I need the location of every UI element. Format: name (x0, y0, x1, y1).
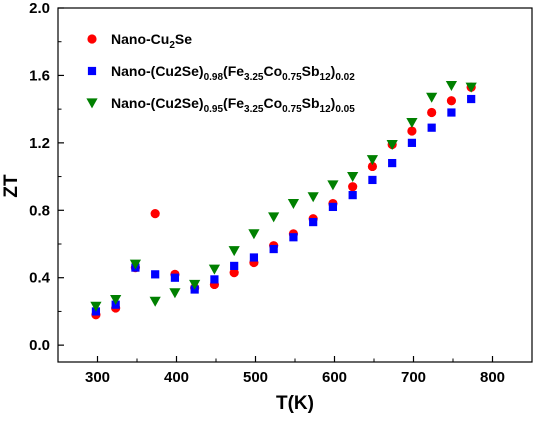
data-point-series-1 (446, 96, 457, 106)
data-point-series-2 (467, 94, 476, 104)
legend-text: Nano-Cu (111, 31, 169, 47)
data-point-series-1 (150, 209, 160, 219)
legend: Nano-Cu2SeNano-(Cu2Se)0.98(Fe3.25Co0.75S… (86, 31, 355, 115)
data-point-series-3 (426, 92, 438, 103)
data-point-series-3 (366, 155, 379, 166)
data-point-series-3 (228, 246, 240, 257)
data-point-series-3 (307, 192, 319, 203)
legend-subscript: 3.25 (244, 72, 264, 83)
data-point-series-2 (348, 191, 357, 200)
x-tick-label: 800 (480, 369, 505, 386)
data-point-series-2 (170, 273, 180, 282)
legend-text: Nano-(Cu2Se) (111, 95, 204, 111)
legend-text: Se (175, 31, 192, 47)
legend-label-series-3: Nano-(Cu2Se)0.95(Fe3.25Co0.75Sb12)0.05 (111, 95, 355, 115)
data-point-series-3 (110, 295, 122, 306)
legend-text: (Fe (223, 95, 244, 111)
data-point-series-3 (347, 171, 359, 182)
legend-label-series-1: Nano-Cu2Se (111, 31, 192, 51)
x-tick-label: 700 (401, 369, 426, 386)
legend-subscript: 0.75 (282, 104, 302, 115)
data-point-series-2 (230, 261, 239, 271)
data-points (90, 80, 477, 320)
y-tick-label: 2.0 (29, 0, 50, 17)
legend-text: Co (264, 63, 283, 79)
data-point-series-3 (189, 279, 201, 290)
x-tick-label: 400 (164, 369, 189, 386)
legend-text: ) (331, 63, 336, 79)
y-axis-title: ZT (1, 174, 22, 198)
x-axis-title: T(K) (276, 393, 314, 414)
y-axis-tick-labels: 0.0 0.4 0.8 1.2 1.6 2.0 (29, 0, 51, 354)
data-point-series-2 (210, 275, 219, 284)
legend-marker-series-1 (87, 34, 97, 44)
legend-text: Sb (302, 63, 320, 79)
data-point-series-3 (90, 301, 102, 312)
y-tick-label: 1.2 (29, 135, 50, 152)
legend-subscript: 3.25 (244, 104, 264, 115)
data-point-series-1 (407, 126, 417, 136)
data-point-series-1 (229, 268, 239, 278)
legend-subscript: 0.98 (204, 72, 224, 83)
data-point-series-2 (309, 217, 318, 227)
legend-text: ) (331, 95, 336, 111)
data-point-series-1 (367, 161, 378, 172)
data-point-series-3 (169, 288, 181, 299)
x-tick-label: 300 (85, 369, 110, 386)
legend-subscript: 12 (320, 104, 332, 115)
data-point-series-3 (445, 80, 458, 91)
x-axis-tick-labels: 300 400 500 600 700 800 (85, 369, 505, 386)
legend-text: Co (264, 95, 283, 111)
data-point-series-2 (368, 175, 377, 185)
legend-subscript: 0.05 (335, 104, 355, 115)
data-point-series-3 (386, 139, 398, 150)
legend-text: Sb (302, 95, 320, 111)
data-point-series-3 (248, 229, 260, 240)
plot-frame (57, 7, 533, 363)
data-point-series-1 (348, 182, 358, 192)
data-point-series-3 (129, 259, 142, 270)
legend-text: Nano-(Cu2Se) (111, 63, 204, 79)
y-tick-label: 0.0 (29, 337, 50, 354)
legend-subscript: 0.75 (282, 72, 302, 83)
legend-label-series-2: Nano-(Cu2Se)0.98(Fe3.25Co0.75Sb12)0.02 (111, 63, 355, 83)
legend-marker-series-2 (87, 66, 97, 76)
data-point-series-2 (447, 108, 456, 117)
data-point-series-2 (328, 202, 338, 212)
y-tick-label: 0.4 (29, 270, 51, 287)
data-point-series-2 (407, 138, 417, 147)
data-point-series-3 (268, 212, 280, 223)
data-point-series-2 (388, 158, 397, 168)
data-point-series-3 (149, 296, 161, 307)
legend-subscript: 0.95 (204, 104, 224, 115)
data-point-series-2 (151, 270, 160, 279)
data-point-series-2 (427, 123, 436, 132)
data-point-series-1 (427, 107, 437, 118)
data-point-series-3 (287, 198, 300, 209)
data-point-series-3 (208, 264, 221, 275)
data-point-series-3 (465, 82, 477, 93)
data-point-series-3 (327, 180, 339, 191)
data-point-series-2 (289, 233, 298, 242)
data-point-series-2 (249, 253, 259, 262)
data-point-series-2 (269, 244, 278, 254)
legend-text: (Fe (223, 63, 244, 79)
legend-subscript: 0.02 (335, 72, 355, 83)
x-tick-label: 500 (243, 369, 268, 386)
x-tick-label: 600 (322, 369, 347, 386)
x-axis-ticks (96, 356, 494, 362)
y-axis-ticks (58, 7, 64, 346)
data-point-series-3 (406, 118, 418, 129)
legend-marker-series-3 (86, 98, 98, 109)
y-tick-label: 0.8 (29, 202, 50, 219)
legend-subscript: 12 (320, 72, 332, 83)
legend-subscript: 2 (169, 40, 175, 51)
y-tick-label: 1.6 (29, 67, 50, 84)
